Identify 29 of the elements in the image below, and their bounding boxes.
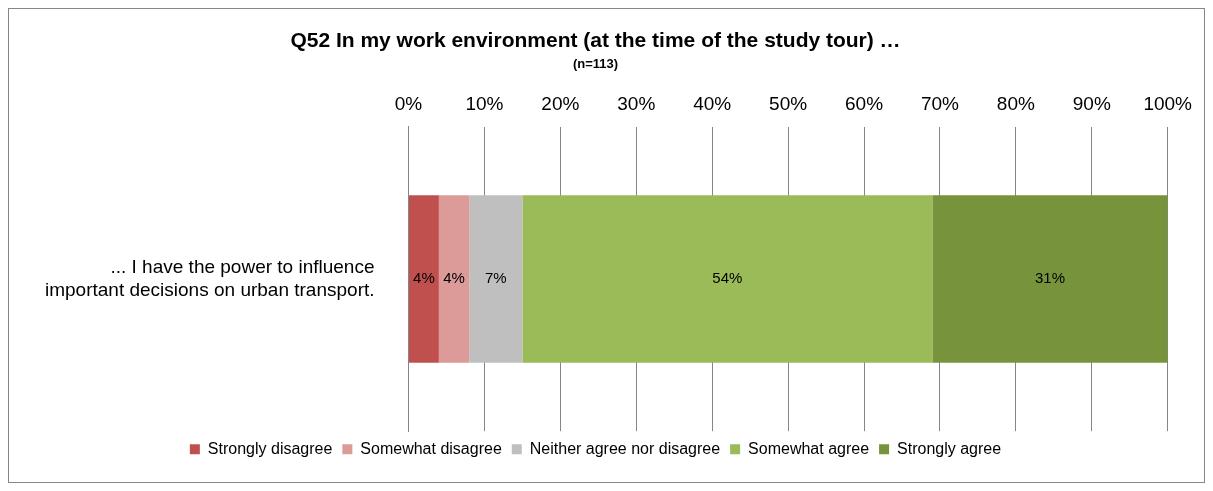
legend-label: Somewhat agree [748,439,870,457]
data-label: 4% [413,269,435,287]
chart-subtitle: (n=113) [572,55,619,71]
x-tick-label: 50% [769,93,808,115]
bar [438,195,470,363]
x-tick-label: 30% [617,93,656,115]
x-tick-label: 100% [1143,93,1193,115]
chart-title: Q52 In my work environment (at the time of the study tour) … [290,28,901,52]
y-tick-label: ... I have the power to influence important decisions on urban transport. [45,255,375,300]
data-label: 54% [712,269,743,287]
data-label: 4% [443,269,465,287]
x-tick-label: 60% [845,93,884,115]
legend-label: Strongly disagree [207,439,333,457]
x-tick-label: 70% [920,93,960,115]
bar [522,195,933,363]
legend-label: Neither agree nor disagree [529,439,721,457]
x-tick-label: 0% [394,93,423,115]
legend-label: Strongly agree [897,439,1002,457]
data-label: 7% [484,269,507,287]
bar [469,195,523,363]
bar [409,195,439,363]
x-tick-label: 90% [1072,93,1111,115]
x-tick-label: 10% [465,93,504,115]
x-tick-label: 80% [996,93,1035,115]
x-tick-label: 40% [693,93,732,115]
data-label: 31% [1035,269,1066,287]
legend-label: Somewhat disagree [360,439,502,457]
x-tick-label: 20% [541,93,580,115]
bar [932,195,1168,363]
